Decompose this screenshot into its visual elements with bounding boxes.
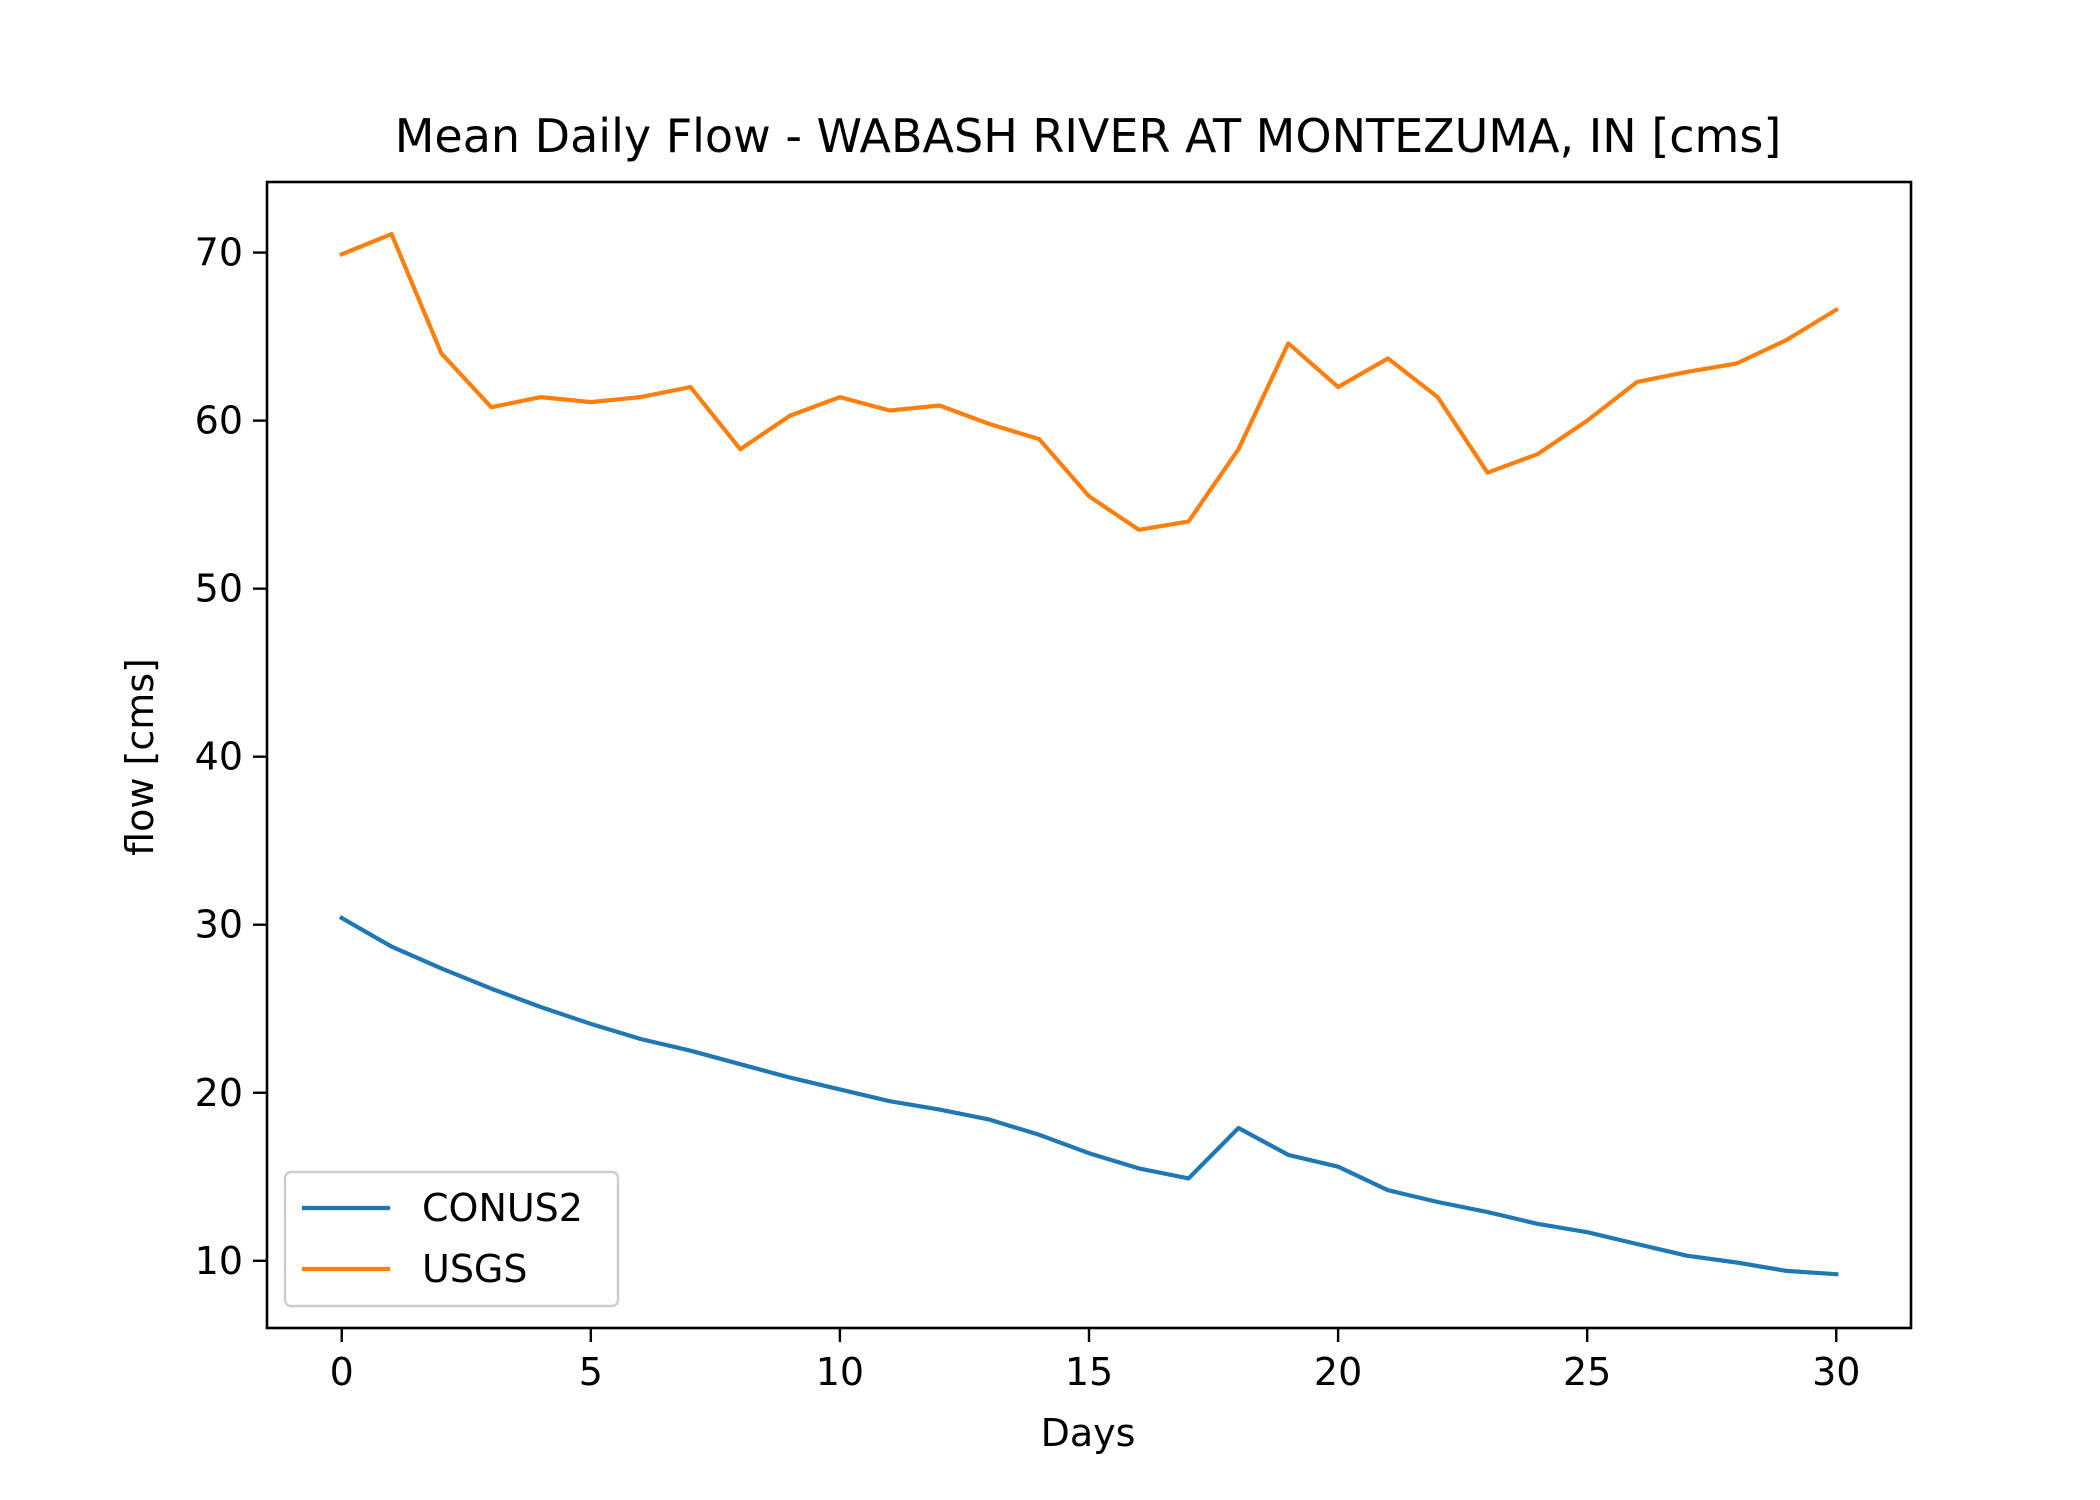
series-line-usgs	[338, 232, 1840, 532]
y-tick-label: 50	[195, 567, 243, 611]
legend-box	[283, 1170, 620, 1308]
legend-label: CONUS2	[422, 1186, 583, 1230]
plot-area: 0 5 10 15 20 25 30 10 20 30 40 50 60 70 CONUS2 USGS	[195, 180, 1913, 1394]
x-tick-label: 15	[1065, 1350, 1113, 1394]
y-tick-label: 40	[195, 735, 243, 779]
y-tick-label: 30	[195, 903, 243, 947]
y-tick-label: 70	[195, 231, 243, 275]
x-tick-label: 10	[816, 1350, 864, 1394]
x-tick-label: 0	[330, 1350, 354, 1394]
x-axis-label: Days	[1041, 1411, 1136, 1455]
y-tick-label: 20	[195, 1071, 243, 1115]
legend-label: USGS	[422, 1247, 528, 1291]
y-tick-label: 60	[195, 399, 243, 443]
x-tick-label: 25	[1563, 1350, 1611, 1394]
legend: CONUS2 USGS	[283, 1170, 620, 1308]
x-tick-label: 5	[579, 1350, 603, 1394]
x-tick-label: 20	[1314, 1350, 1362, 1394]
y-tick-label: 10	[195, 1239, 243, 1283]
x-tick-label: 30	[1812, 1350, 1860, 1394]
y-axis-label: flow [cms]	[118, 658, 162, 856]
chart-title: Mean Daily Flow - WABASH RIVER AT MONTEZ…	[395, 109, 1782, 163]
series-line-conus2	[338, 915, 1839, 1277]
